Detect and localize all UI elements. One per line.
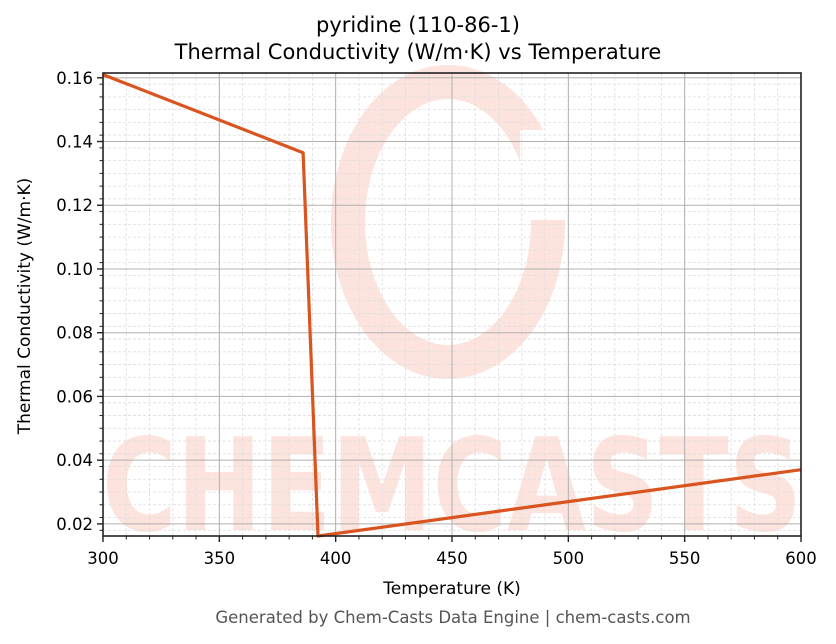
svg-text:0.08: 0.08 [56, 324, 93, 343]
x-axis-label: Temperature (K) [382, 579, 521, 599]
y-axis-ticks: 0.02 0.04 0.06 0.08 0.10 0.12 0.14 0.16 [56, 69, 103, 534]
svg-text:0.16: 0.16 [56, 69, 93, 88]
svg-text:350: 350 [204, 549, 236, 568]
data-series [102, 73, 802, 538]
chart-title: pyridine (110-86-1) [315, 13, 520, 37]
svg-text:0.06: 0.06 [56, 387, 93, 406]
svg-text:600: 600 [785, 549, 817, 568]
svg-text:0.10: 0.10 [56, 260, 93, 279]
svg-text:400: 400 [320, 549, 352, 568]
svg-text:0.12: 0.12 [56, 196, 93, 215]
y-axis-label: Thermal Conductivity (W/m·K) [15, 178, 35, 436]
x-axis-ticks: 300 350 400 450 500 550 600 [87, 536, 817, 568]
svg-text:0.14: 0.14 [56, 133, 93, 152]
svg-text:550: 550 [669, 549, 701, 568]
svg-text:0.04: 0.04 [56, 451, 93, 470]
footer-credit: Generated by Chem-Casts Data Engine | ch… [215, 608, 691, 627]
svg-text:300: 300 [87, 549, 119, 568]
svg-text:0.02: 0.02 [56, 515, 93, 534]
chart-subtitle: Thermal Conductivity (W/m·K) vs Temperat… [174, 40, 662, 64]
svg-text:500: 500 [553, 549, 585, 568]
svg-text:450: 450 [436, 549, 468, 568]
